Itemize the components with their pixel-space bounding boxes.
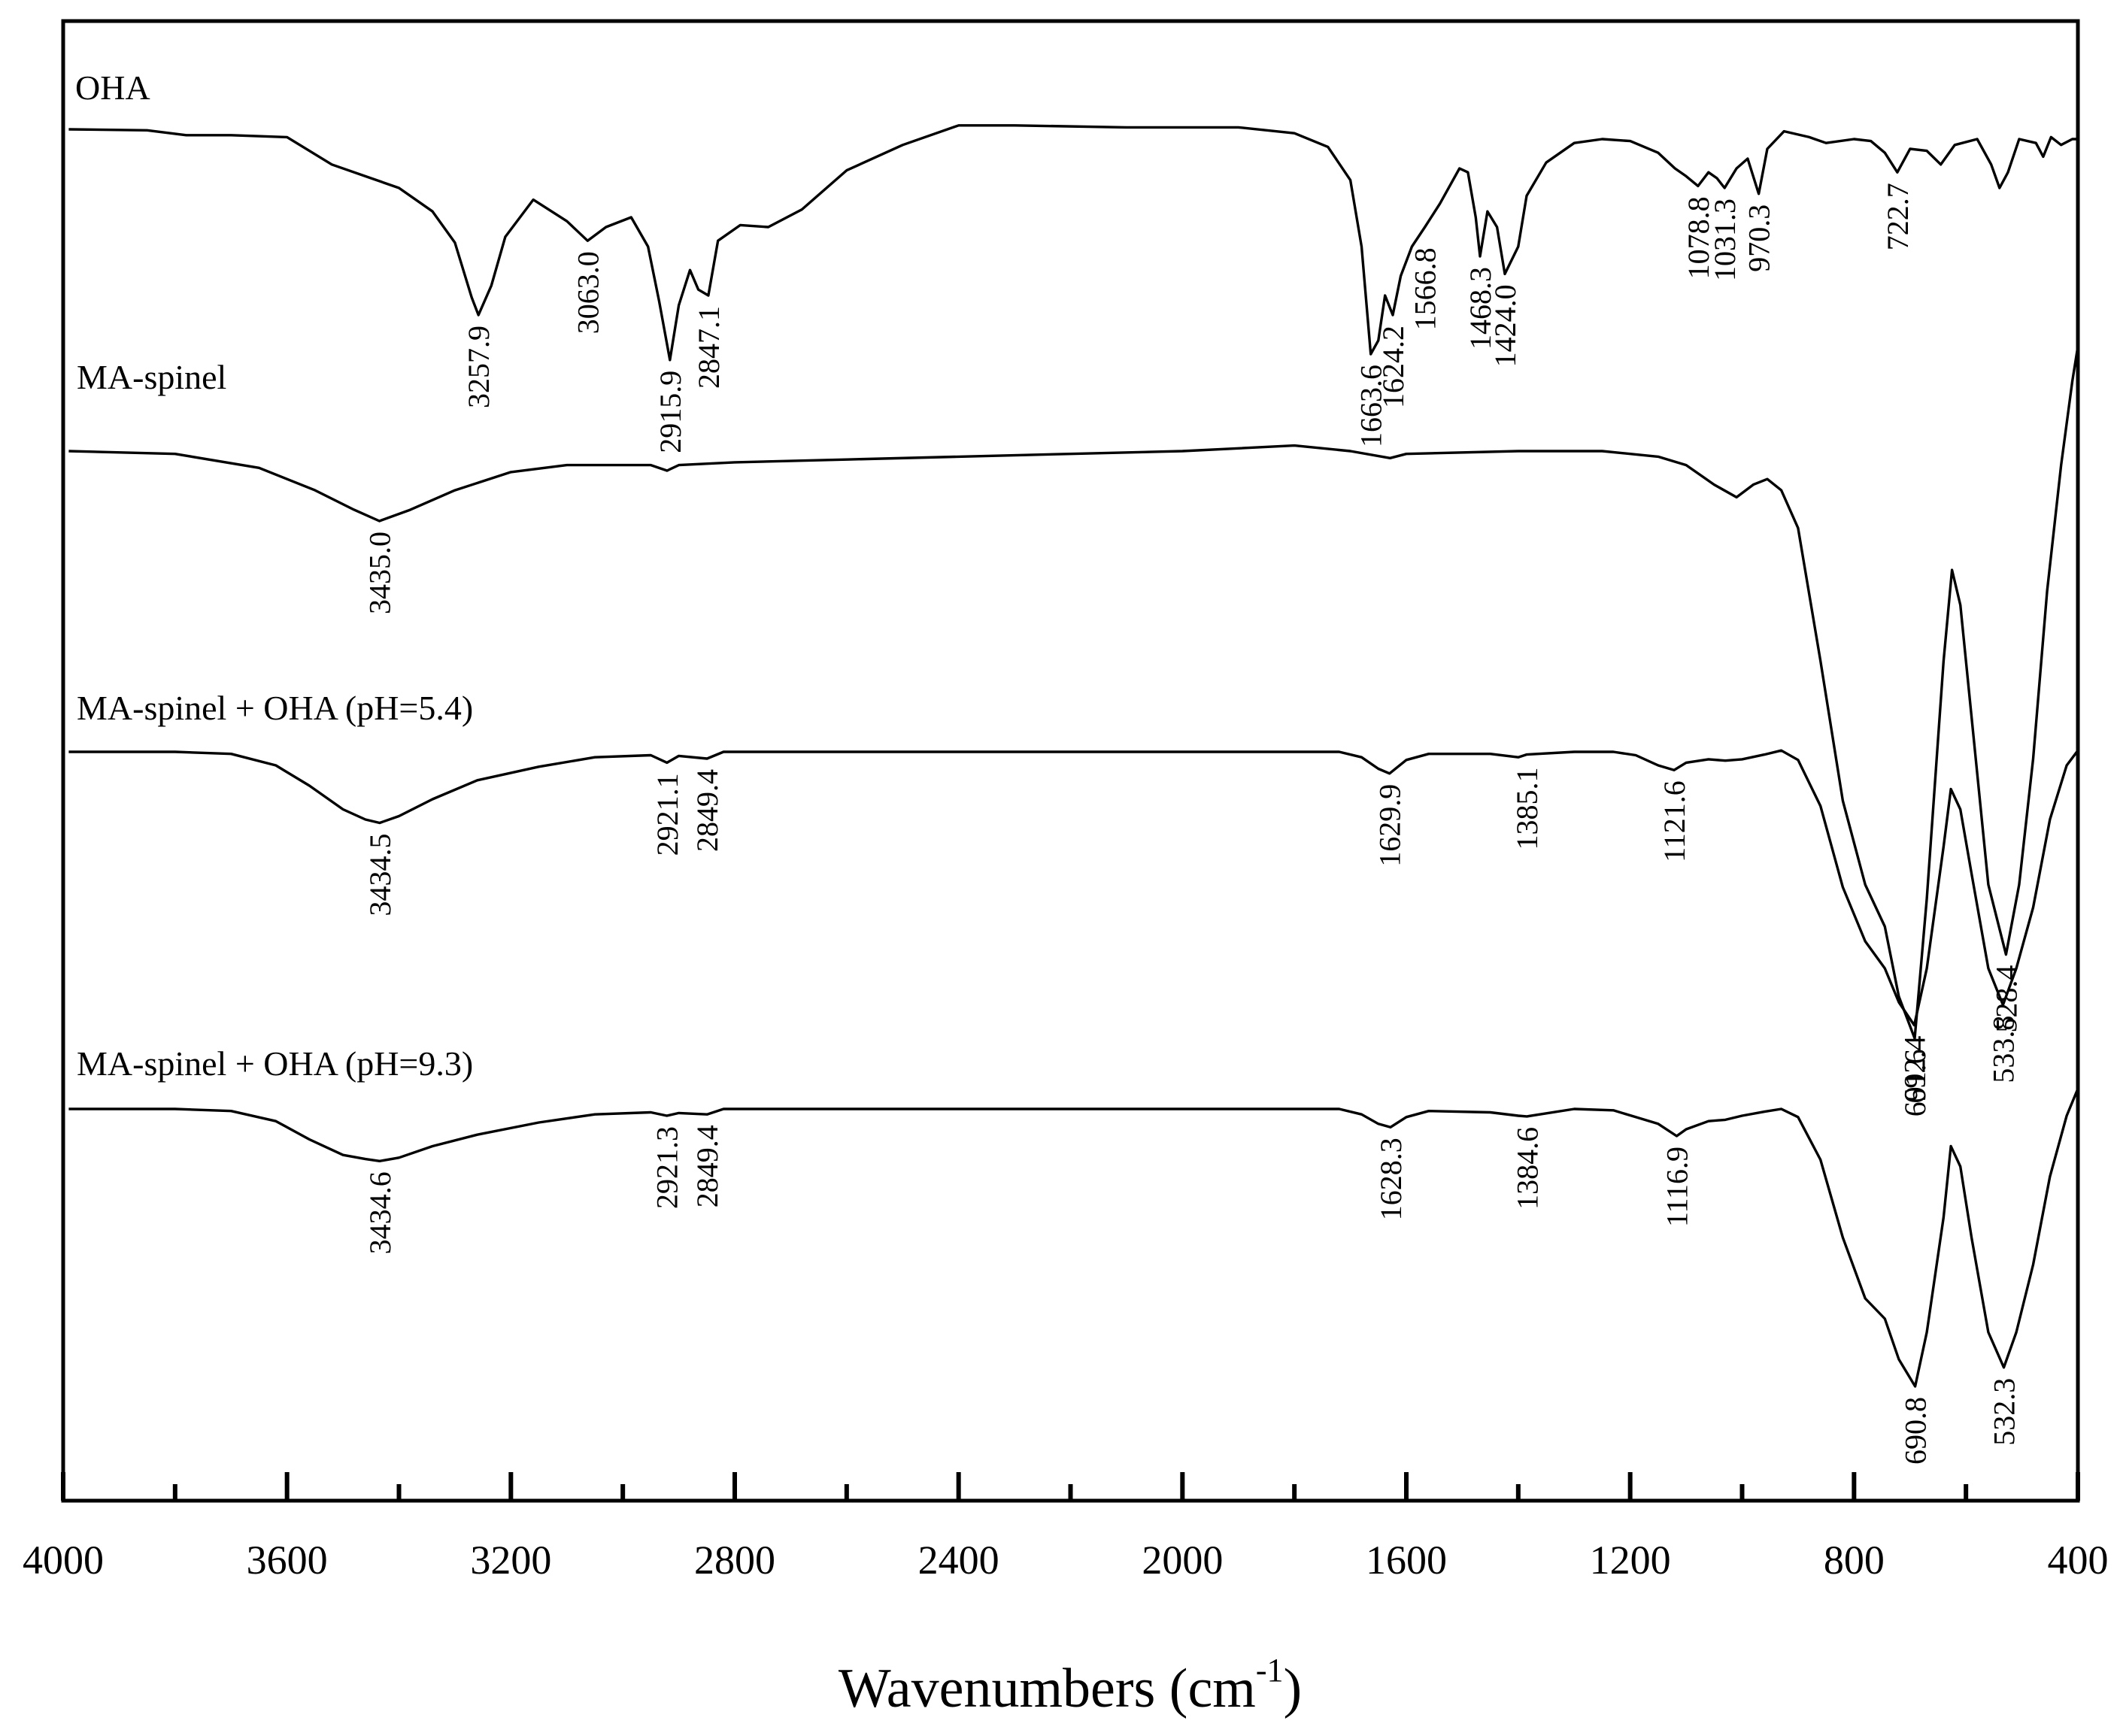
peak-label-ma-spinel-1: 691.6 — [1898, 1049, 1932, 1116]
peak-label-ma-spinel-0: 3435.0 — [363, 532, 397, 614]
x-axis-ticks: 4000 3600 3200 2800 2400 2000 1600 1200 800 400 — [23, 1472, 2109, 1583]
x-tick-label-3200: 3200 — [470, 1538, 551, 1583]
x-tick-label-2400: 2400 — [918, 1538, 999, 1583]
x-tick-label-1600: 1600 — [1366, 1538, 1447, 1583]
peak-label-ma-spinel-oha-ph-9-3-3: 1628.3 — [1374, 1138, 1408, 1220]
peak-label-ma-spinel-oha-ph-5-4-6: 692.4 — [1897, 1036, 1931, 1104]
peak-label-oha-3: 2847.1 — [692, 306, 726, 389]
peak-label-ma-spinel-oha-ph-9-3-4: 1384.6 — [1510, 1127, 1544, 1210]
peak-label-ma-spinel-oha-ph-9-3-1: 2921.3 — [651, 1126, 684, 1209]
peak-label-oha-5: 1624.2 — [1376, 326, 1410, 408]
peak-label-oha-0: 3257.9 — [462, 326, 496, 408]
peak-label-oha-9: 1078.8 — [1682, 196, 1715, 279]
peak-label-ma-spinel-oha-ph-5-4-3: 1629.9 — [1373, 784, 1407, 867]
peak-label-oha-12: 722.7 — [1881, 183, 1915, 250]
series-line-oha — [68, 124, 2078, 362]
series-label-oha: OHA — [75, 68, 150, 107]
peak-label-oha-8: 1424.0 — [1488, 284, 1522, 367]
peak-label-ma-spinel-oha-ph-5-4-1: 2921.1 — [651, 773, 684, 856]
peak-label-ma-spinel-oha-ph-5-4-5: 1121.6 — [1658, 780, 1691, 862]
peak-label-ma-spinel-oha-ph-5-4-0: 3434.5 — [363, 834, 397, 916]
peak-label-oha-7: 1468.3 — [1463, 267, 1497, 350]
x-axis-title: Wavenumbers (cm-1) — [839, 1652, 1302, 1719]
series-label-ma-spinel: MA-spinel — [77, 358, 226, 396]
x-tick-label-3600: 3600 — [247, 1538, 328, 1583]
peak-label-ma-spinel-oha-ph-9-3-2: 2849.4 — [690, 1125, 724, 1207]
peak-label-oha-10: 1031.3 — [1708, 198, 1742, 281]
peak-label-oha-4: 1663.6 — [1354, 365, 1388, 447]
x-tick-label-2800: 2800 — [694, 1538, 775, 1583]
x-tick-label-400: 400 — [2048, 1538, 2109, 1583]
x-tick-label-4000: 4000 — [23, 1538, 104, 1583]
peak-label-ma-spinel-oha-ph-9-3-0: 3434.6 — [363, 1171, 397, 1254]
peak-label-ma-spinel-oha-ph-9-3-6: 690.8 — [1899, 1397, 1933, 1465]
series-label-ph54: MA-spinel + OHA (pH=5.4) — [77, 689, 473, 727]
series-line-ma-spinel-oha-ph-5-4 — [68, 749, 2079, 1027]
peak-label-oha-1: 3063.0 — [571, 251, 605, 334]
series-line-ma-spinel — [68, 346, 2079, 1040]
peak-label-oha-2: 2915.9 — [654, 371, 687, 453]
peak-label-oha-11: 970.3 — [1742, 205, 1776, 272]
peak-label-ma-spinel-oha-ph-5-4-2: 2849.4 — [690, 769, 724, 852]
peak-label-ma-spinel-oha-ph-5-4-7: 533.8 — [1986, 1016, 2020, 1083]
x-tick-label-1200: 1200 — [1590, 1538, 1671, 1583]
x-tick-label-800: 800 — [1824, 1538, 1885, 1583]
x-tick-label-2000: 2000 — [1142, 1538, 1223, 1583]
peak-label-ma-spinel-oha-ph-9-3-5: 1116.9 — [1661, 1147, 1694, 1227]
series-label-ph93: MA-spinel + OHA (pH=9.3) — [77, 1044, 473, 1083]
peak-label-ma-spinel-oha-ph-9-3-7: 532.3 — [1988, 1378, 2021, 1446]
peak-label-oha-6: 1566.8 — [1409, 247, 1442, 330]
peak-label-ma-spinel-oha-ph-5-4-4: 1385.1 — [1510, 768, 1544, 850]
series-line-ma-spinel-oha-ph-9-3 — [68, 1088, 2079, 1388]
